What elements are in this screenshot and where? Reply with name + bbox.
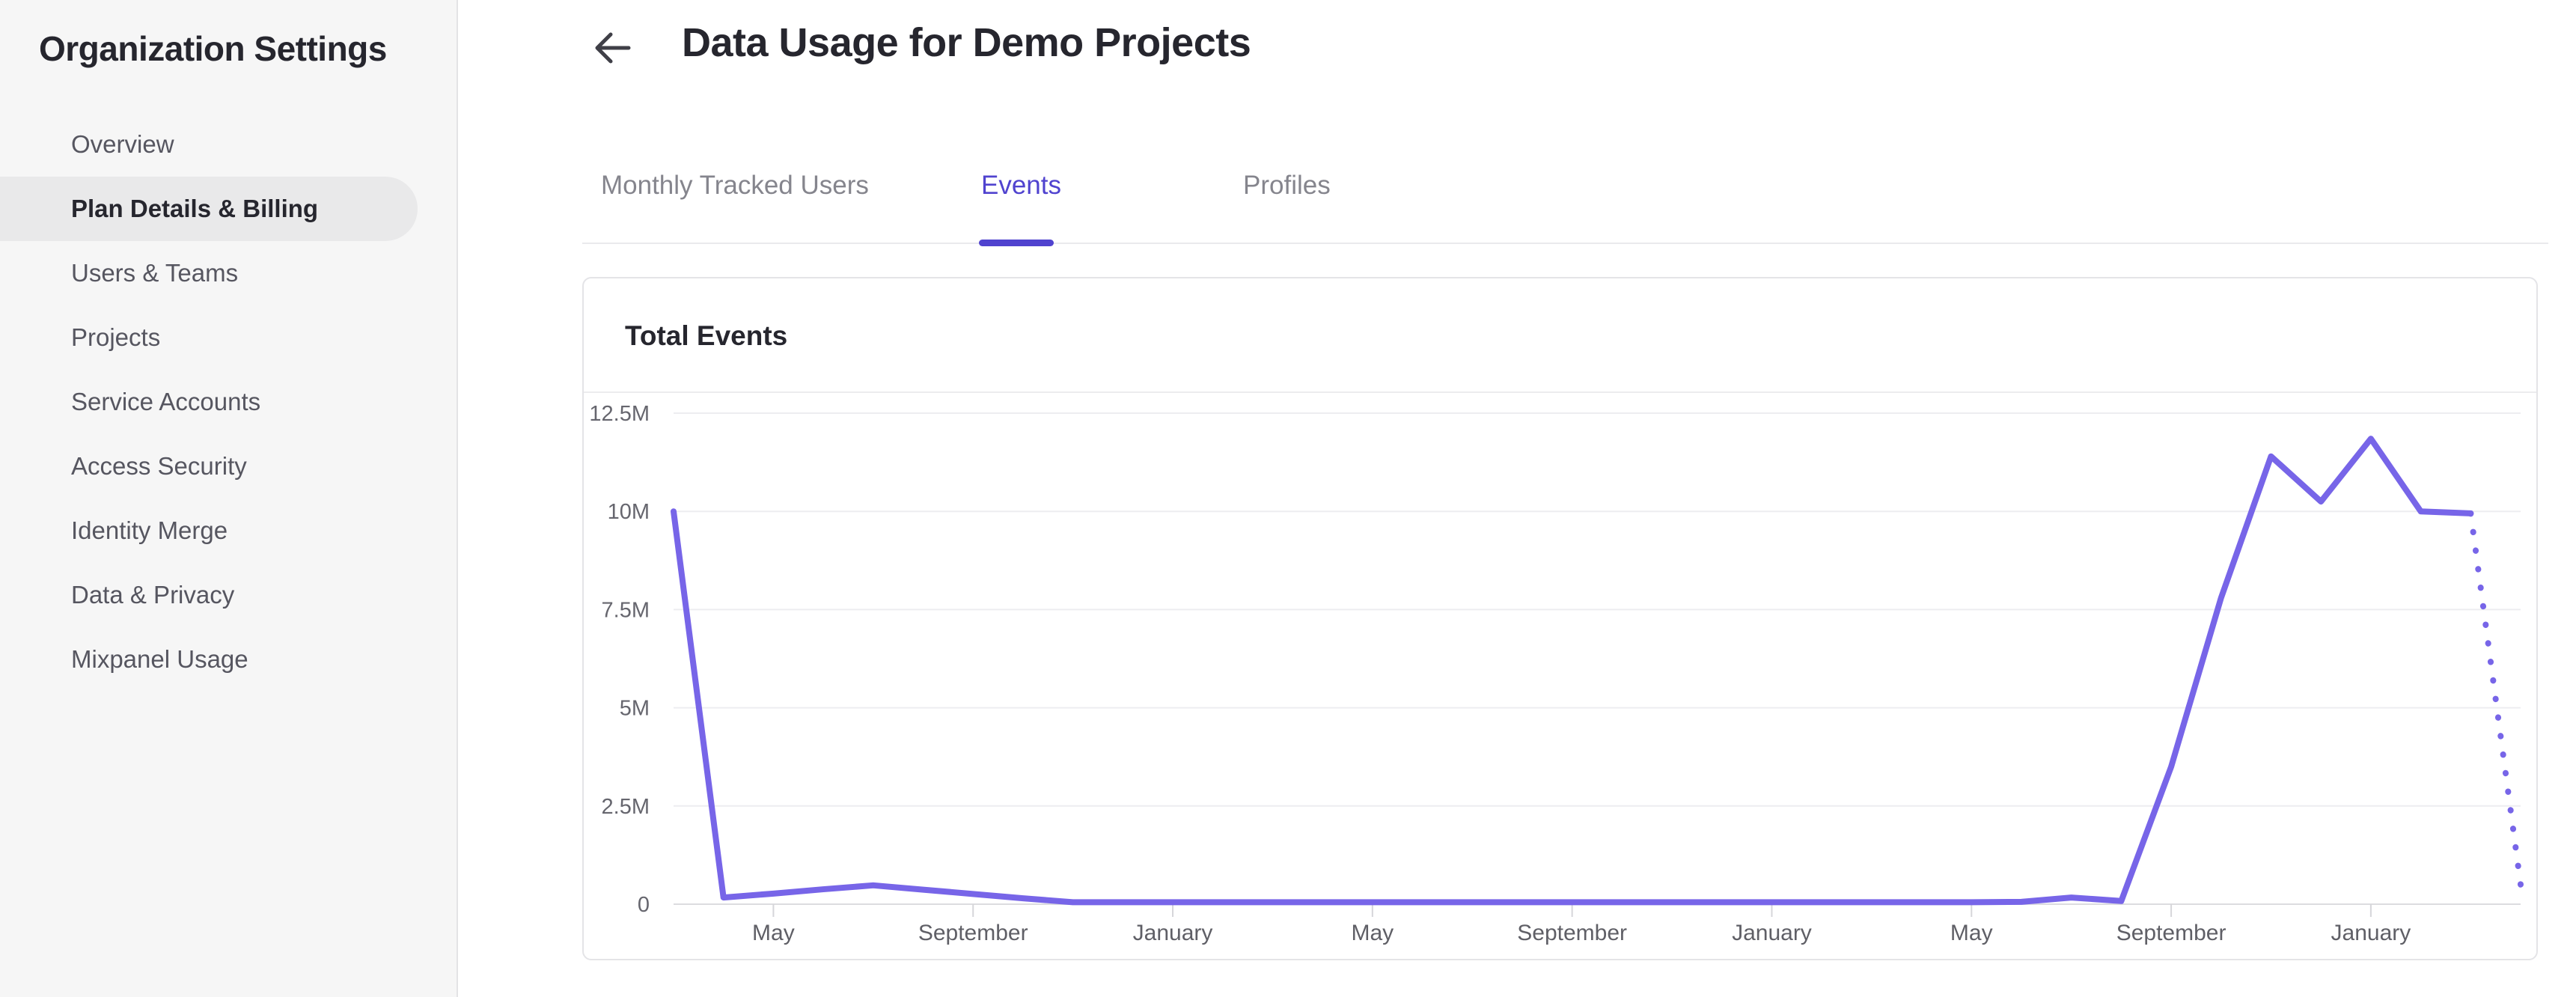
y-axis-tick-label: 2.5M: [602, 795, 650, 819]
arrow-left-icon: [591, 32, 633, 71]
organization-settings-sidebar: Organization Settings Overview Plan Deta…: [0, 0, 458, 997]
series-line-total-events: [671, 436, 2474, 906]
sidebar-item-data-privacy[interactable]: Data & Privacy: [71, 581, 235, 609]
sidebar-item-plan-details-billing[interactable]: Plan Details & Billing: [0, 177, 418, 241]
tab-profiles[interactable]: Profiles: [1243, 171, 1331, 200]
card-header: Total Events: [584, 278, 2536, 393]
x-axis-tick-label: September: [918, 921, 1028, 945]
sidebar-title: Organization Settings: [39, 29, 387, 68]
x-axis-tick-label: May: [1950, 921, 1993, 945]
x-axis-tick-label: January: [1133, 921, 1213, 945]
page-title: Data Usage for Demo Projects: [682, 20, 1251, 65]
x-axis-tick-label: September: [2116, 921, 2226, 945]
y-axis-tick-label: 12.5M: [589, 402, 650, 426]
main-content: Data Usage for Demo Projects Monthly Tra…: [458, 0, 2576, 997]
sidebar-item-access-security[interactable]: Access Security: [71, 452, 247, 480]
x-axis-tick-label: January: [1732, 921, 1812, 945]
x-axis-tick-label: May: [1351, 921, 1394, 945]
sidebar-item-identity-merge[interactable]: Identity Merge: [71, 516, 228, 544]
x-axis-tick-label: January: [2331, 921, 2411, 945]
y-axis-tick-label: 7.5M: [602, 598, 650, 622]
y-axis-tick-label: 10M: [608, 500, 650, 524]
projected-series-segment: [2467, 510, 2524, 888]
sidebar-item-users-teams[interactable]: Users & Teams: [71, 259, 239, 287]
total-events-card: Total Events 12.5M 10M 7.5M 5M 2.5M 0 May Septe…: [582, 277, 2538, 960]
total-events-line-chart: 12.5M 10M 7.5M 5M 2.5M 0 May September January Ma…: [589, 402, 2524, 945]
x-axis-tick-label: September: [1517, 921, 1627, 945]
sidebar-nav: Overview Plan Details & Billing Users & …: [0, 112, 457, 692]
tab-monthly-tracked-users[interactable]: Monthly Tracked Users: [601, 171, 869, 200]
y-axis-tick-label: 5M: [620, 697, 650, 721]
card-title: Total Events: [625, 320, 788, 351]
sidebar-item-mixpanel-usage[interactable]: Mixpanel Usage: [71, 645, 248, 673]
sidebar-item-overview[interactable]: Overview: [71, 130, 174, 158]
y-axis-tick-label: 0: [638, 893, 650, 917]
active-tab-indicator: [979, 240, 1054, 246]
back-button[interactable]: [591, 27, 633, 69]
sidebar-item-projects[interactable]: Projects: [71, 323, 161, 351]
x-axis-tick-label: May: [752, 921, 795, 945]
tab-events[interactable]: Events: [981, 171, 1061, 200]
data-usage-tabs: Monthly Tracked Users Events Profiles: [582, 147, 2548, 246]
sidebar-item-service-accounts[interactable]: Service Accounts: [71, 388, 261, 415]
